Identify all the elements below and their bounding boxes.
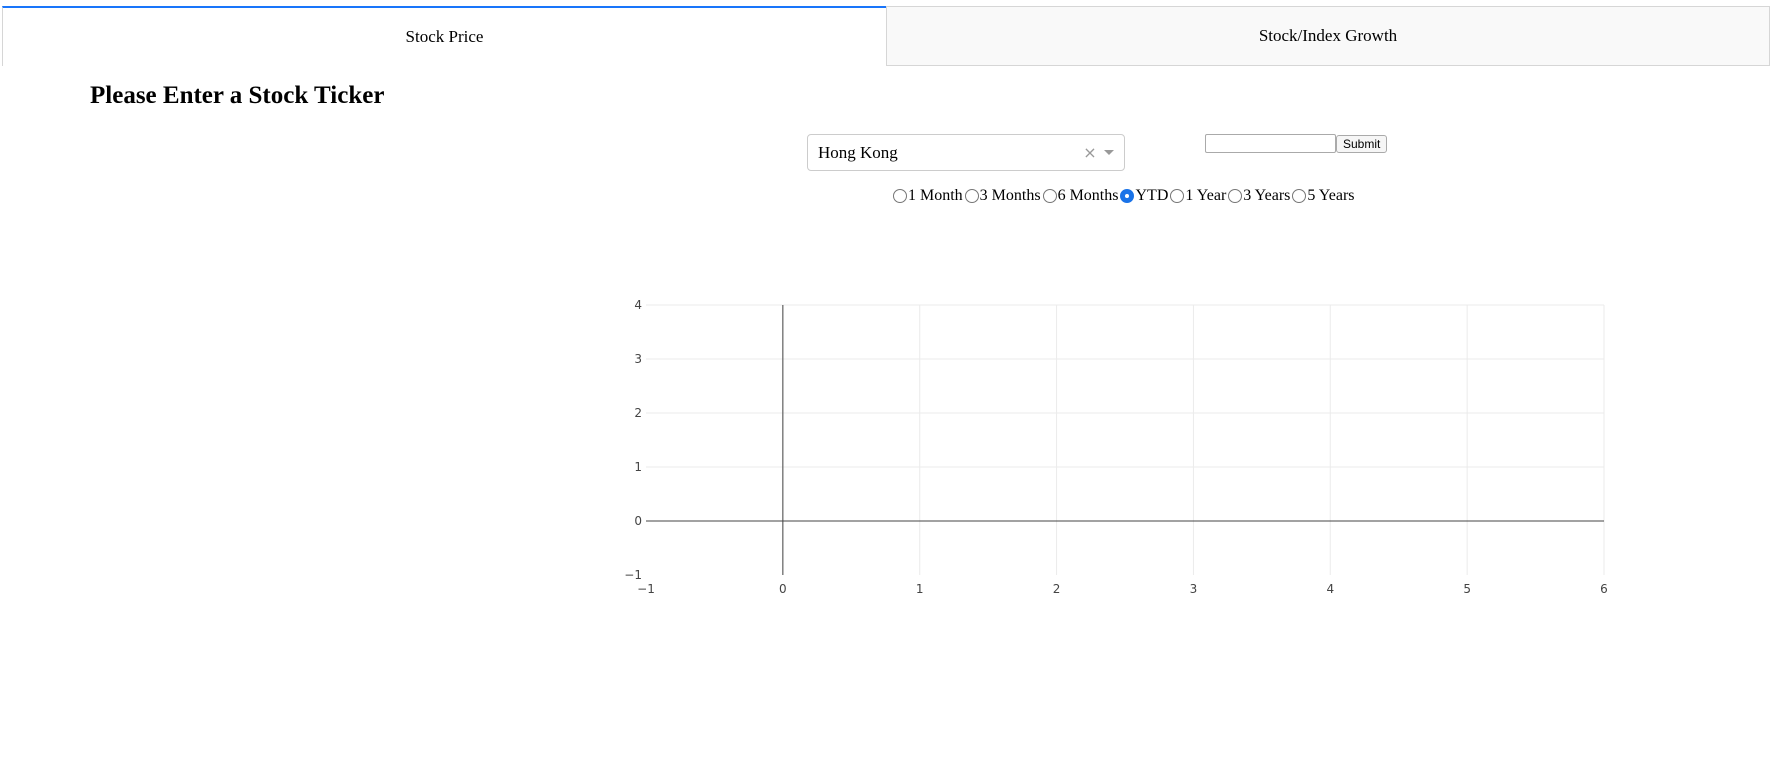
- clear-icon[interactable]: ×: [1083, 143, 1097, 162]
- submit-button[interactable]: Submit: [1336, 135, 1388, 153]
- x-tick-label: −1: [637, 582, 655, 596]
- y-tick-label: 3: [634, 352, 642, 366]
- period-label: 6 Months: [1057, 187, 1119, 204]
- period-label: 3 Months: [979, 187, 1041, 204]
- radio-button[interactable]: [1120, 189, 1135, 203]
- radio-button[interactable]: [1170, 189, 1185, 203]
- y-tick-label: 1: [634, 460, 642, 474]
- period-label: YTD: [1135, 187, 1169, 204]
- tab-stock-price[interactable]: Stock Price: [2, 6, 886, 66]
- period-option[interactable]: 1 Year: [1168, 187, 1226, 205]
- y-tick-label: 4: [634, 298, 642, 312]
- period-option[interactable]: 3 Years: [1226, 187, 1290, 205]
- x-tick-label: 5: [1463, 582, 1471, 596]
- x-tick-label: 4: [1326, 582, 1334, 596]
- ticker-input[interactable]: [1205, 134, 1336, 153]
- period-label: 3 Years: [1243, 187, 1291, 204]
- period-option[interactable]: 3 Months: [963, 187, 1041, 205]
- x-tick-label: 1: [916, 582, 924, 596]
- y-tick-label: 2: [634, 406, 642, 420]
- tab-stock-index-growth[interactable]: Stock/Index Growth: [886, 6, 1770, 66]
- radio-button[interactable]: [893, 189, 907, 203]
- y-tick-label: 0: [634, 514, 642, 528]
- radio-button[interactable]: [1228, 189, 1243, 203]
- period-label: 1 Month: [908, 187, 963, 204]
- radio-button[interactable]: [1292, 189, 1307, 203]
- tab-bar: Stock Price Stock/Index Growth: [2, 6, 1770, 66]
- period-option[interactable]: 1 Month: [891, 187, 963, 205]
- x-tick-label: 2: [1053, 582, 1061, 596]
- period-option[interactable]: 5 Years: [1290, 187, 1355, 205]
- radio-button[interactable]: [964, 189, 979, 203]
- market-dropdown-value: Hong Kong: [818, 142, 898, 162]
- period-label: 1 Year: [1185, 187, 1227, 204]
- chevron-down-icon[interactable]: [1104, 150, 1114, 155]
- market-dropdown[interactable]: Hong Kong ×: [807, 134, 1125, 171]
- period-option[interactable]: YTD: [1118, 187, 1168, 205]
- page-title: Please Enter a Stock Ticker: [90, 82, 385, 109]
- price-chart: −1 0 1 2 3 4 5 6 −1 0 1 2 3 4: [624, 298, 1608, 596]
- x-tick-label: 3: [1190, 582, 1198, 596]
- y-tick-label: −1: [624, 568, 642, 582]
- x-tick-label: 0: [779, 582, 787, 596]
- period-radio-group: 1 Month 3 Months 6 Months YTD 1 Year 3 Years 5…: [891, 187, 1355, 205]
- period-option[interactable]: 6 Months: [1041, 187, 1119, 205]
- x-tick-label: 6: [1600, 582, 1608, 596]
- radio-button[interactable]: [1042, 189, 1057, 203]
- period-label: 5 Years: [1307, 187, 1355, 204]
